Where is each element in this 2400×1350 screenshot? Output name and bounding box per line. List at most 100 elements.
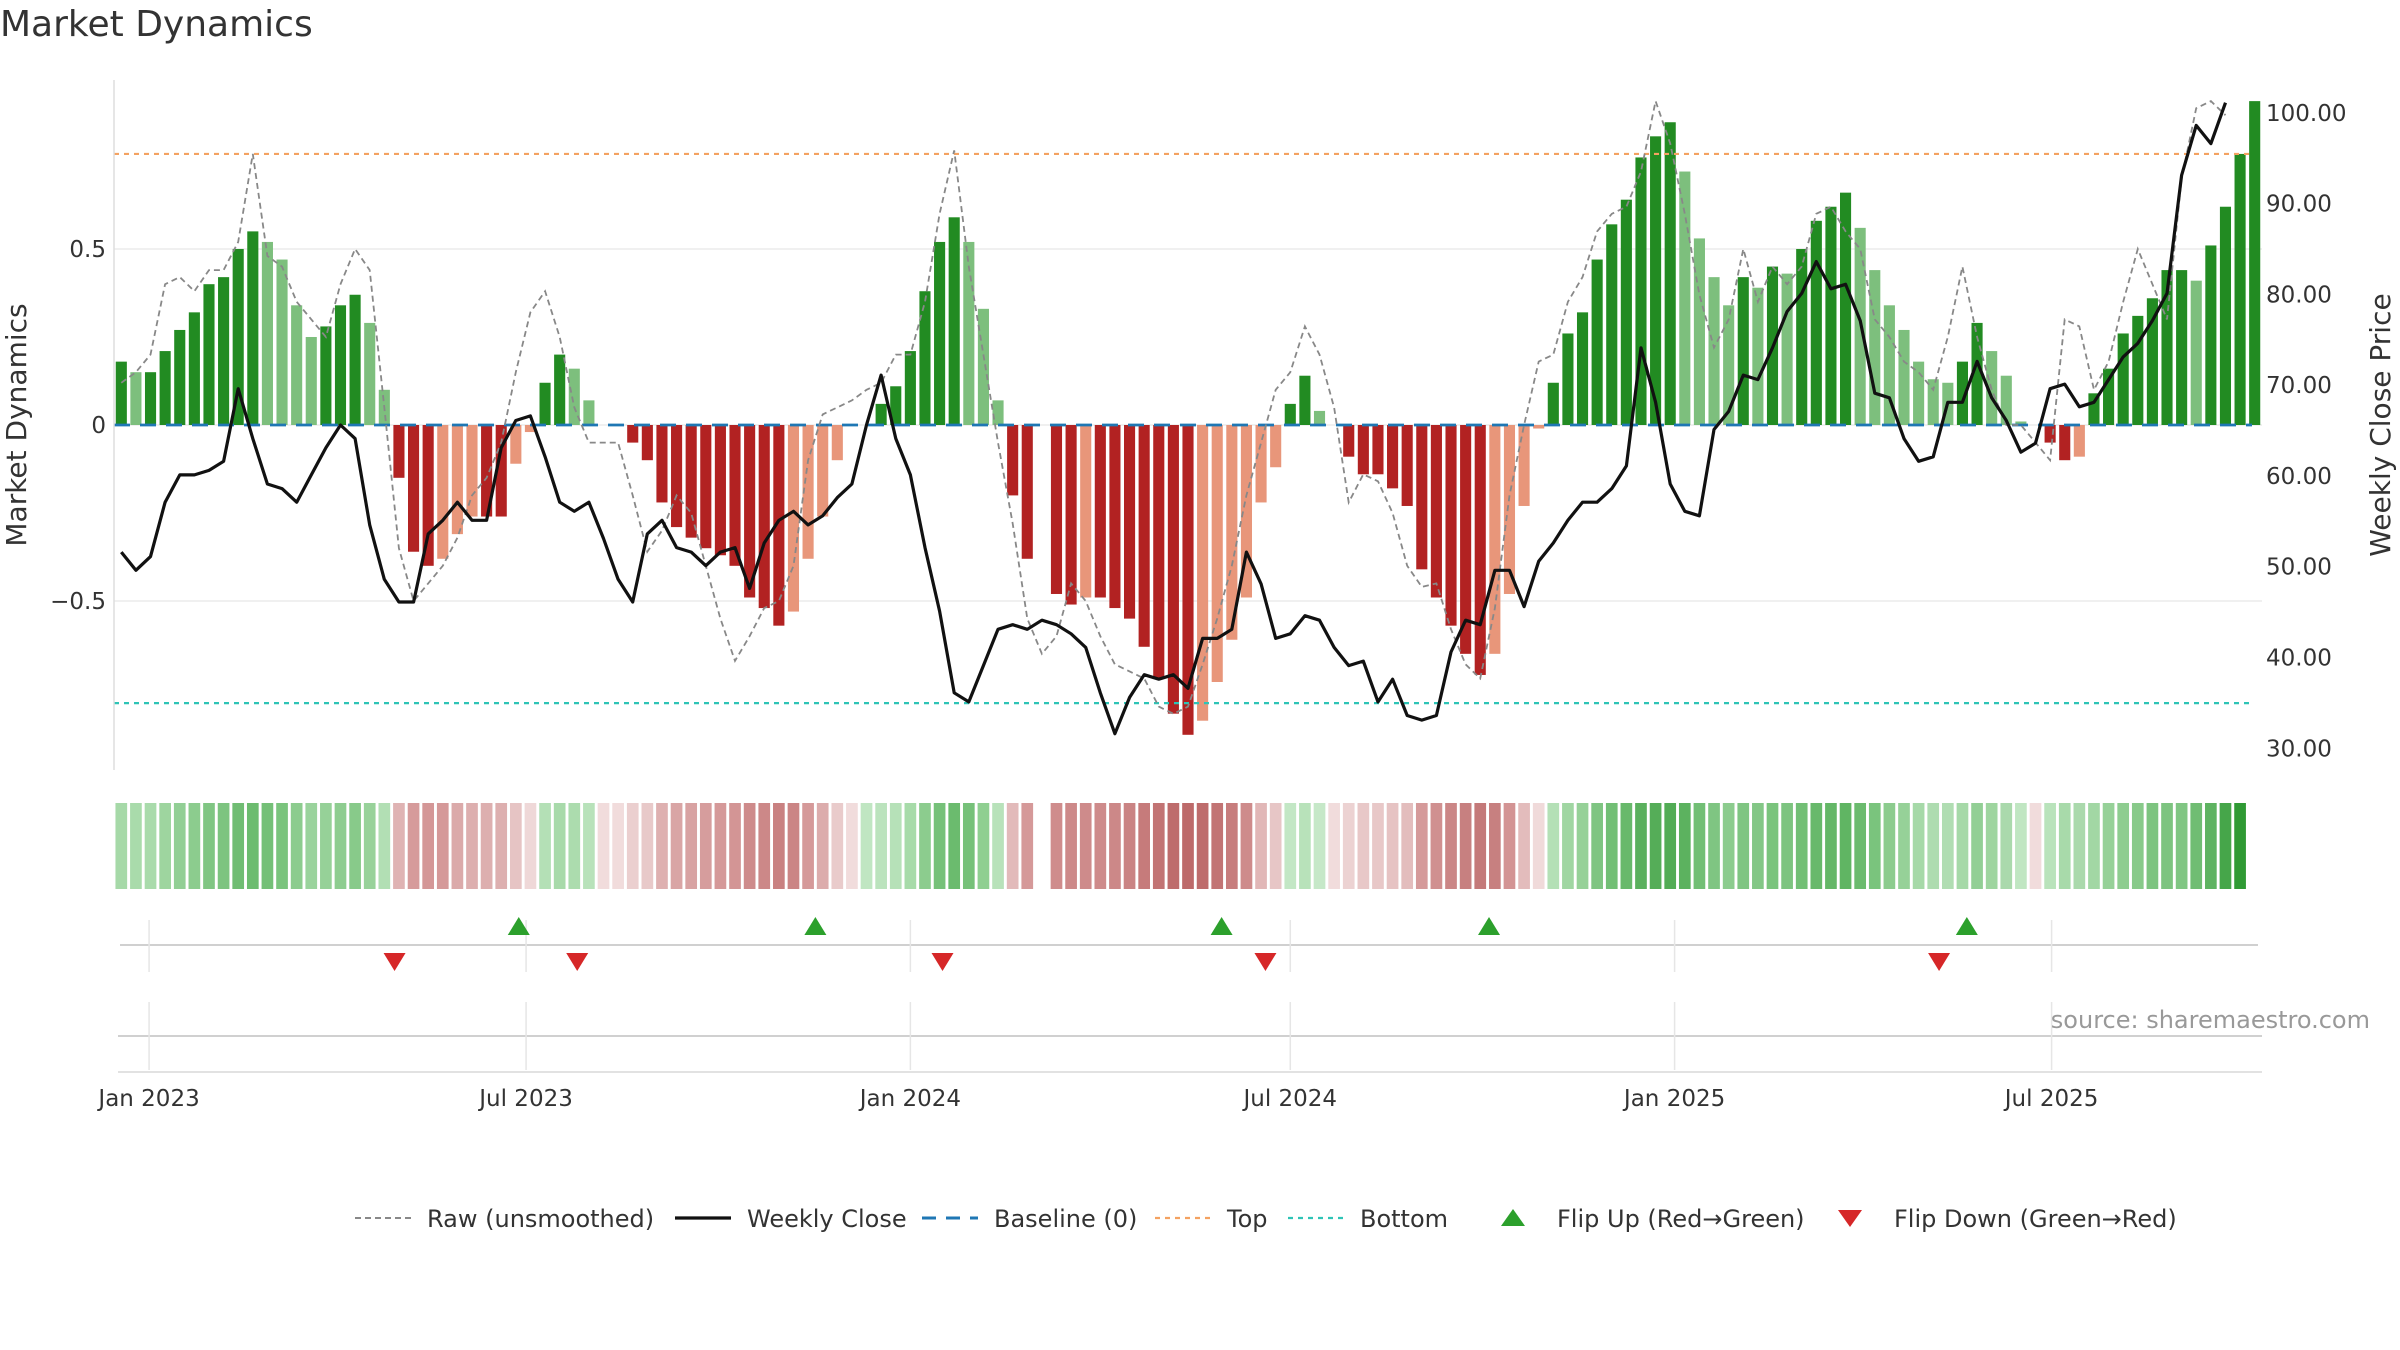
flip-up-marker xyxy=(804,917,827,935)
legend: Raw (unsmoothed) Weekly Close Baseline (0)… xyxy=(355,1205,2177,1233)
line-series xyxy=(120,97,2228,736)
regime-tile xyxy=(1620,803,1633,889)
regime-tile xyxy=(1196,803,1209,889)
dynamics-bar xyxy=(1430,425,1442,598)
legend-label: Top xyxy=(1226,1205,1268,1233)
dynamics-bar xyxy=(627,425,639,443)
dynamics-bar xyxy=(1065,425,1077,605)
dynamics-bar xyxy=(247,231,259,425)
regime-tile xyxy=(1766,803,1779,889)
axes: 0.5 0 −0.5 30.00 40.00 50.00 60.00 70.00 80.00 90… xyxy=(0,80,2397,770)
regime-tile xyxy=(1605,803,1618,889)
legend-label: Weekly Close xyxy=(747,1205,907,1233)
dynamics-bar xyxy=(1080,425,1092,598)
dynamics-bar xyxy=(1650,136,1662,425)
legend-label: Bottom xyxy=(1360,1205,1448,1233)
regime-tile xyxy=(1664,803,1677,889)
regime-tile xyxy=(524,803,537,889)
dynamics-bar xyxy=(1357,425,1369,475)
regime-tile xyxy=(2131,803,2144,889)
dynamics-bar xyxy=(188,312,200,425)
regime-tile xyxy=(1927,803,1940,889)
y-tick-label: 0 xyxy=(91,413,106,439)
y2-tick-label: 40.00 xyxy=(2266,646,2332,672)
flip-down-marker xyxy=(931,953,954,971)
regime-tile xyxy=(2000,803,2013,889)
dynamics-bar xyxy=(1679,171,1691,425)
dynamics-bar xyxy=(1182,425,1194,735)
regime-tile xyxy=(831,803,844,889)
regime-tile xyxy=(1445,803,1457,889)
regime-tile xyxy=(1313,803,1326,889)
dynamics-bar xyxy=(1401,425,1413,506)
dynamics-bar xyxy=(334,305,347,425)
regime-tile xyxy=(1372,803,1384,889)
regime-tile xyxy=(597,803,610,889)
regime-tile xyxy=(889,803,902,889)
dynamics-bar xyxy=(948,217,960,425)
regime-tile xyxy=(1635,803,1647,889)
regime-tile xyxy=(1269,803,1282,889)
dynamics-bars xyxy=(115,101,2261,735)
regime-tile xyxy=(641,803,654,889)
dynamics-bar xyxy=(729,425,741,566)
dynamics-bar xyxy=(1284,403,1296,425)
dynamics-bar xyxy=(1796,248,1808,425)
dynamics-bar xyxy=(1021,425,1033,559)
dynamics-bar xyxy=(904,351,916,425)
dynamics-bar xyxy=(1050,425,1063,594)
regime-tile xyxy=(276,803,288,889)
regime-tile xyxy=(919,803,931,889)
regime-tile xyxy=(334,803,347,889)
regime-tile xyxy=(626,803,639,889)
regime-tile xyxy=(802,803,814,889)
regime-tile xyxy=(1503,803,1516,889)
regime-tile xyxy=(1722,803,1735,889)
regime-tile xyxy=(261,803,274,889)
dynamics-bar xyxy=(817,425,829,517)
dynamics-bar xyxy=(1723,305,1735,425)
flip-markers xyxy=(118,917,2262,1073)
y2-tick-label: 100.00 xyxy=(2266,101,2346,127)
dynamics-bar xyxy=(1606,224,1618,425)
regime-tile xyxy=(436,803,449,889)
regime-tile xyxy=(1065,803,1077,889)
regime-tile xyxy=(1415,803,1428,889)
raw-series-line xyxy=(120,97,2227,715)
regime-tile xyxy=(1678,803,1691,889)
regime-tile xyxy=(1006,803,1019,889)
flip-up-marker xyxy=(1478,917,1501,935)
x-tick-label: Jul 2025 xyxy=(2003,1086,2099,1112)
regime-tile xyxy=(1342,803,1355,889)
dynamics-bar xyxy=(758,425,770,609)
dynamics-bar xyxy=(1299,375,1311,425)
dynamics-bar xyxy=(977,308,989,425)
dynamics-bar xyxy=(2073,425,2085,457)
x-tick-label: Jan 2023 xyxy=(96,1086,199,1112)
x-tick-label: Jan 2025 xyxy=(1622,1086,1725,1112)
dynamics-bar xyxy=(539,382,551,425)
weekly-close-line xyxy=(120,102,2228,736)
dynamics-bar xyxy=(714,425,726,556)
dynamics-bar xyxy=(2146,298,2158,425)
regime-tile xyxy=(904,803,917,889)
regime-tile xyxy=(1050,803,1063,889)
regime-tile xyxy=(743,803,756,889)
regime-tile xyxy=(1752,803,1764,889)
dynamics-bar xyxy=(1460,425,1472,654)
regime-tile xyxy=(1941,803,1954,889)
flip-up-marker xyxy=(1955,917,1978,935)
regime-tile xyxy=(480,803,493,889)
y-axis-title: Market Dynamics xyxy=(0,303,33,546)
dynamics-bar xyxy=(554,354,566,425)
dynamics-bar xyxy=(115,361,127,425)
dynamics-bar xyxy=(495,425,507,517)
regime-tile xyxy=(1868,803,1881,889)
regime-strip xyxy=(115,803,2246,889)
regime-tile xyxy=(1489,803,1501,889)
dynamics-bar xyxy=(466,425,478,517)
regime-tile xyxy=(1810,803,1823,889)
dynamics-bar xyxy=(2249,101,2261,426)
dynamics-bar xyxy=(1094,425,1106,598)
